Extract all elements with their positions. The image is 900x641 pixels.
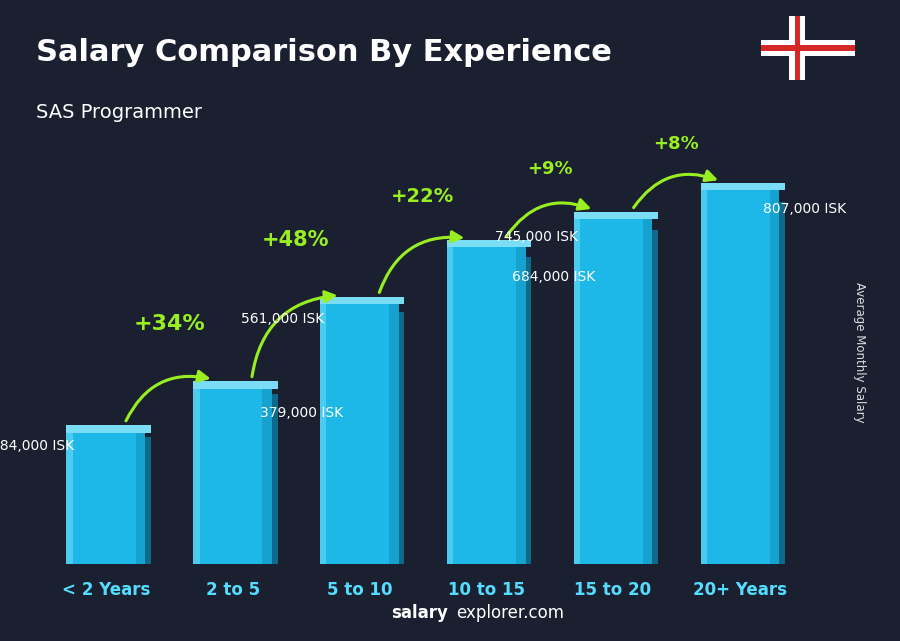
Bar bbox=[516, 247, 526, 564]
Bar bbox=[145, 437, 151, 564]
Text: 5 to 10: 5 to 10 bbox=[327, 581, 392, 599]
Text: 20+ Years: 20+ Years bbox=[693, 581, 787, 599]
Bar bbox=[643, 219, 652, 564]
Text: 15 to 20: 15 to 20 bbox=[574, 581, 652, 599]
Bar bbox=[67, 433, 145, 564]
Bar bbox=[399, 312, 404, 564]
Text: +22%: +22% bbox=[392, 187, 454, 206]
Text: 10 to 15: 10 to 15 bbox=[447, 581, 525, 599]
Bar bbox=[447, 247, 526, 564]
Bar bbox=[194, 388, 200, 564]
Bar bbox=[652, 229, 658, 564]
Bar bbox=[573, 212, 658, 219]
Text: 745,000 ISK: 745,000 ISK bbox=[494, 229, 578, 244]
Bar bbox=[67, 425, 151, 433]
Bar bbox=[770, 190, 779, 564]
Bar bbox=[447, 240, 531, 247]
Bar bbox=[573, 219, 580, 564]
Bar bbox=[760, 46, 855, 51]
Bar bbox=[789, 16, 806, 80]
Bar bbox=[760, 40, 855, 56]
Bar bbox=[700, 183, 785, 190]
Text: < 2 Years: < 2 Years bbox=[61, 581, 150, 599]
Text: 807,000 ISK: 807,000 ISK bbox=[762, 202, 846, 215]
Text: 684,000 ISK: 684,000 ISK bbox=[511, 270, 595, 283]
Bar bbox=[136, 433, 145, 564]
Bar bbox=[194, 381, 277, 388]
Bar bbox=[447, 247, 454, 564]
Text: 379,000 ISK: 379,000 ISK bbox=[260, 406, 344, 420]
Text: 561,000 ISK: 561,000 ISK bbox=[240, 312, 324, 326]
Bar bbox=[320, 297, 404, 304]
Text: explorer.com: explorer.com bbox=[456, 604, 564, 622]
Text: 284,000 ISK: 284,000 ISK bbox=[0, 439, 74, 453]
Bar bbox=[573, 219, 652, 564]
Text: salary: salary bbox=[392, 604, 448, 622]
Bar bbox=[700, 190, 779, 564]
Text: +8%: +8% bbox=[653, 135, 699, 153]
Text: SAS Programmer: SAS Programmer bbox=[36, 103, 202, 122]
Text: +9%: +9% bbox=[526, 160, 572, 178]
Bar bbox=[779, 202, 785, 564]
Bar bbox=[390, 304, 399, 564]
Text: Salary Comparison By Experience: Salary Comparison By Experience bbox=[36, 38, 612, 67]
Bar bbox=[526, 257, 531, 564]
Bar bbox=[700, 190, 706, 564]
Bar bbox=[320, 304, 327, 564]
Text: +48%: +48% bbox=[262, 230, 329, 250]
Bar bbox=[194, 388, 272, 564]
Text: +34%: +34% bbox=[133, 315, 205, 335]
Bar bbox=[795, 16, 800, 80]
Text: 2 to 5: 2 to 5 bbox=[205, 581, 259, 599]
Text: Average Monthly Salary: Average Monthly Salary bbox=[853, 282, 866, 423]
Bar bbox=[272, 394, 277, 564]
Bar bbox=[67, 433, 73, 564]
Bar bbox=[263, 388, 272, 564]
Bar bbox=[320, 304, 399, 564]
